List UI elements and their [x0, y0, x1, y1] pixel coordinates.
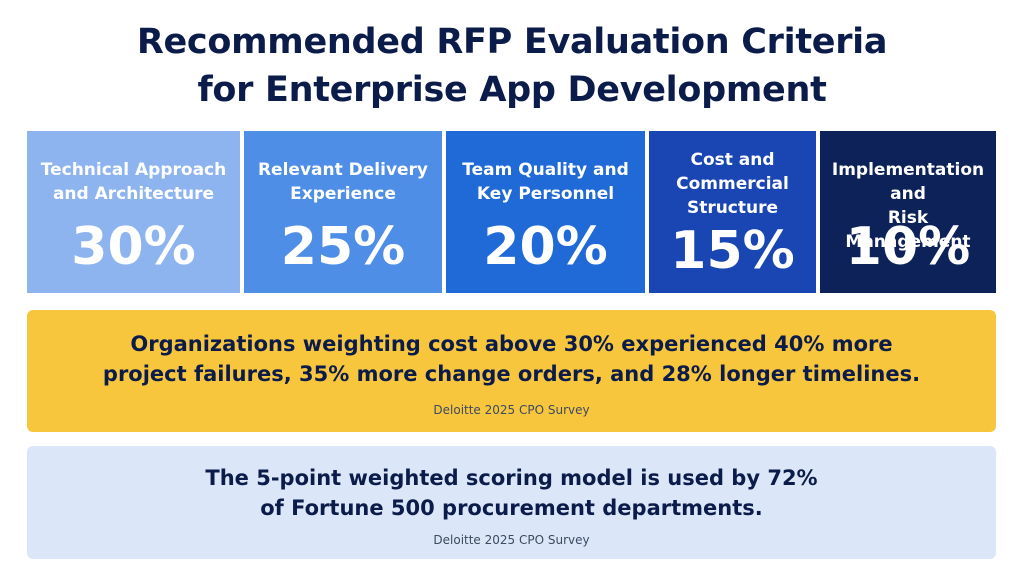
callout-source: Deloitte 2025 CPO Survey	[433, 403, 590, 417]
callout-source: Deloitte 2025 CPO Survey	[433, 533, 590, 547]
criterion-label: Team Quality and Key Personnel	[452, 158, 639, 206]
criterion-label-line: Implementation and	[831, 160, 985, 204]
callout-statement-line: The 5-point weighted scoring model is us…	[205, 466, 818, 490]
criterion-weight: 20%	[483, 217, 608, 277]
criterion-weight: 15%	[670, 221, 795, 281]
criterion-weight: 10%	[845, 217, 971, 277]
criterion-label-line: Experience	[290, 184, 396, 204]
page-title: Recommended RFP Evaluation Criteria for …	[0, 18, 1024, 114]
criterion-label: Implementation and Risk Management	[826, 158, 990, 254]
criterion-label: Relevant Delivery Experience	[250, 158, 436, 206]
criterion-card-technical: Technical Approach and Architecture 30%	[27, 131, 240, 293]
callout-statement: The 5-point weighted scoring model is us…	[27, 463, 996, 523]
criterion-card-team: Team Quality and Key Personnel 20%	[446, 131, 645, 293]
criterion-label: Cost and Commercial Structure	[655, 148, 810, 220]
criterion-label-line: Commercial	[676, 174, 789, 194]
criterion-label-line: and Architecture	[52, 184, 215, 204]
criterion-weight: 25%	[280, 217, 406, 277]
criterion-weight: 30%	[71, 217, 196, 277]
callout-statement: Organizations weighting cost above 30% e…	[27, 329, 996, 389]
criterion-label: Technical Approach and Architecture	[33, 158, 234, 206]
criterion-label-line: Key Personnel	[476, 184, 615, 204]
criterion-card-delivery: Relevant Delivery Experience 25%	[244, 131, 442, 293]
title-line-1: Recommended RFP Evaluation Criteria	[136, 22, 888, 62]
callout-statement-line: Organizations weighting cost above 30% e…	[130, 332, 893, 356]
callout-statement-line: of Fortune 500 procurement departments.	[260, 496, 763, 520]
callout-statement-line: project failures, 35% more change orders…	[102, 362, 921, 386]
criterion-label-line: Risk Management	[845, 208, 971, 252]
criterion-label-line: Cost and	[690, 150, 775, 170]
criterion-label-line: Team Quality and	[462, 160, 629, 180]
criterion-label-line: Structure	[686, 198, 779, 218]
scoring-model-callout: The 5-point weighted scoring model is us…	[27, 446, 996, 559]
criteria-cards: Technical Approach and Architecture 30% …	[27, 131, 996, 293]
title-line-2: for Enterprise App Development	[197, 70, 827, 110]
criterion-card-implementation: Implementation and Risk Management 10%	[820, 131, 996, 293]
criterion-card-cost: Cost and Commercial Structure 15%	[649, 131, 816, 293]
criterion-label-line: Technical Approach	[40, 160, 227, 180]
criterion-label-line: Relevant Delivery	[257, 160, 429, 180]
cost-weighting-callout: Organizations weighting cost above 30% e…	[27, 310, 996, 432]
